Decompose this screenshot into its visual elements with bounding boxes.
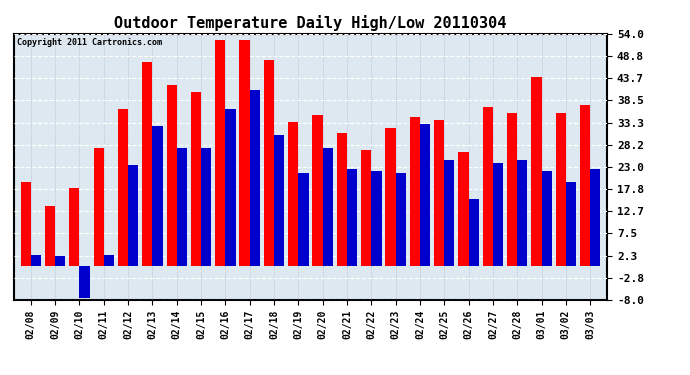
Bar — [177, 147, 187, 266]
Bar — [21, 182, 31, 266]
Bar — [250, 90, 260, 266]
Bar — [45, 206, 55, 266]
Bar — [580, 105, 590, 266]
Bar — [226, 109, 235, 266]
Bar — [458, 152, 469, 266]
Bar — [191, 92, 201, 266]
Bar — [288, 122, 298, 266]
Bar — [79, 266, 90, 298]
Bar — [298, 173, 308, 266]
Bar — [395, 173, 406, 266]
Bar — [323, 147, 333, 266]
Bar — [410, 117, 420, 266]
Bar — [313, 116, 323, 266]
Bar — [264, 60, 274, 266]
Bar — [493, 163, 503, 266]
Bar — [566, 182, 576, 266]
Bar — [142, 62, 152, 266]
Bar — [94, 147, 104, 266]
Bar — [201, 147, 211, 266]
Bar — [420, 124, 430, 266]
Bar — [69, 188, 79, 266]
Bar — [239, 40, 250, 266]
Bar — [542, 171, 552, 266]
Bar — [104, 255, 114, 266]
Bar — [152, 126, 163, 266]
Bar — [128, 165, 138, 266]
Bar — [507, 113, 518, 266]
Bar — [347, 169, 357, 266]
Bar — [555, 113, 566, 266]
Bar — [166, 85, 177, 266]
Bar — [531, 77, 542, 266]
Bar — [371, 171, 382, 266]
Bar — [469, 199, 479, 266]
Bar — [55, 256, 66, 266]
Bar — [483, 107, 493, 266]
Bar — [361, 150, 371, 266]
Bar — [337, 132, 347, 266]
Text: Copyright 2011 Cartronics.com: Copyright 2011 Cartronics.com — [17, 38, 161, 47]
Bar — [434, 120, 444, 266]
Bar — [118, 109, 128, 266]
Bar — [444, 160, 455, 266]
Bar — [31, 255, 41, 266]
Bar — [518, 160, 527, 266]
Bar — [274, 135, 284, 266]
Bar — [386, 128, 395, 266]
Title: Outdoor Temperature Daily High/Low 20110304: Outdoor Temperature Daily High/Low 20110… — [115, 15, 506, 31]
Bar — [590, 169, 600, 266]
Bar — [215, 40, 226, 266]
